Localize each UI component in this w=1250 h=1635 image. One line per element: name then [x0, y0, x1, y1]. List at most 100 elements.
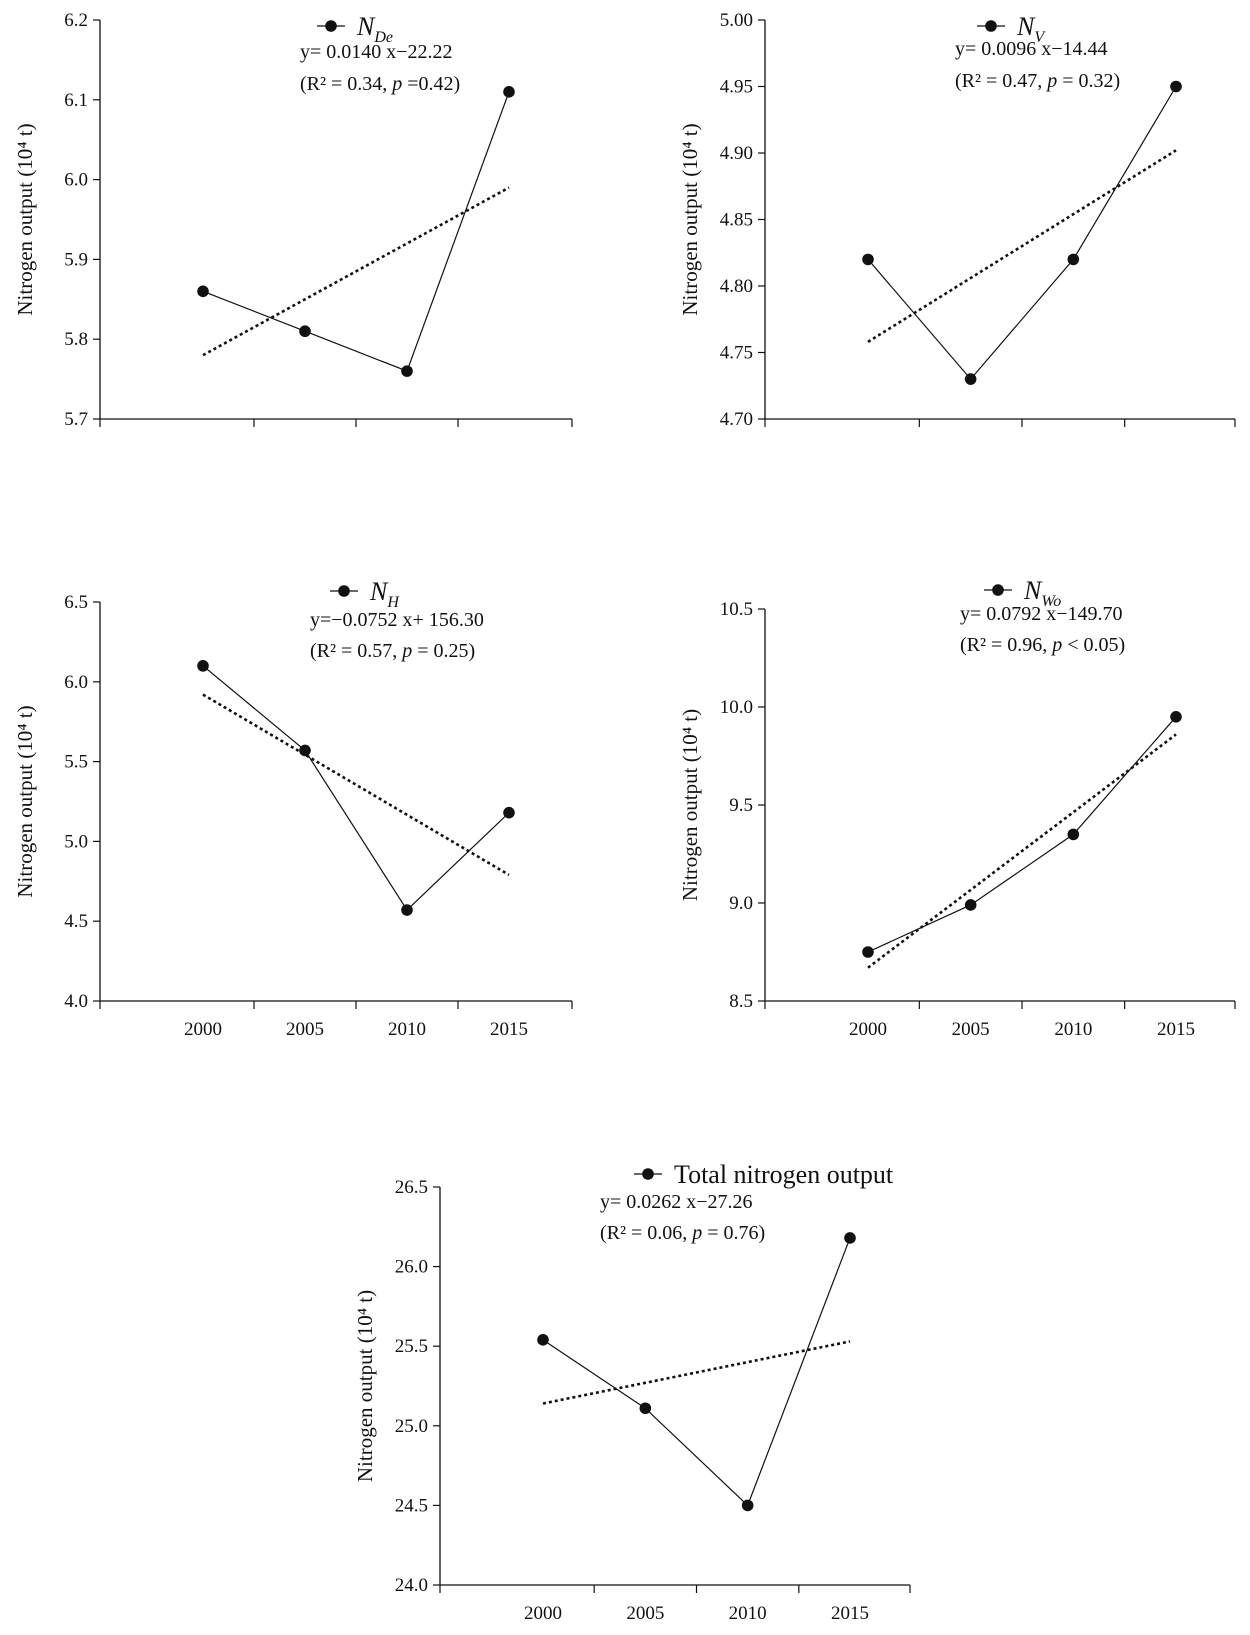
- data-point: [299, 325, 311, 338]
- regression-equation: y= 0.0262 x−27.26: [600, 1191, 753, 1213]
- y-tick-label: 4.85: [720, 210, 753, 231]
- y-tick-label: 4.0: [64, 991, 88, 1012]
- legend-label: NH: [369, 577, 400, 611]
- y-tick-label: 5.00: [720, 10, 753, 31]
- trend-line: [867, 733, 1177, 969]
- y-tick-label: 24.0: [395, 1575, 428, 1596]
- regression-stats: (R² = 0.57, p = 0.25): [310, 640, 475, 662]
- y-tick-label: 5.7: [64, 409, 88, 430]
- y-axis-title: Nitrogen output (10⁴ t): [678, 123, 702, 315]
- trend-line: [202, 693, 510, 877]
- data-point: [197, 660, 209, 672]
- trend-line: [202, 186, 510, 357]
- x-tick-label: 2000: [184, 1019, 222, 1040]
- y-axis-title: Nitrogen output (10⁴ t): [13, 123, 37, 315]
- regression-stats: (R² = 0.06, p = 0.76): [600, 1222, 765, 1244]
- legend-marker: [338, 585, 350, 597]
- y-tick-label: 5.0: [64, 831, 88, 852]
- y-tick-label: 9.0: [729, 893, 753, 914]
- legend-label: Total nitrogen output: [674, 1160, 894, 1189]
- regression-equation: y= 0.0792 x−149.70: [960, 603, 1123, 625]
- series-line: [202, 91, 510, 372]
- x-tick-label: 2010: [729, 1603, 767, 1624]
- y-tick-label: 6.0: [64, 170, 88, 191]
- legend-label: NDe: [356, 12, 393, 46]
- chart-panel-total: 24.0 24.5 25.0 25.5 26.0 26.5 2000 2005 2010 2015…: [353, 1160, 911, 1624]
- legend-label: NWo: [1023, 576, 1061, 610]
- y-tick-label: 6.0: [64, 672, 88, 693]
- y-tick-label: 4.80: [720, 276, 753, 297]
- data-point: [1170, 711, 1182, 723]
- regression-stats: (R² = 0.96, p < 0.05): [960, 634, 1125, 656]
- regression-stats: (R² = 0.34, p =0.42): [300, 73, 460, 95]
- y-axis-title: Nitrogen output (10⁴ t): [13, 705, 37, 897]
- data-point: [741, 1499, 754, 1512]
- data-point: [401, 904, 413, 916]
- trend-line: [867, 149, 1177, 343]
- y-tick-label: 4.90: [720, 143, 753, 164]
- y-tick-label: 5.8: [64, 329, 88, 350]
- y-axis-title: Nitrogen output (10⁴ t): [678, 709, 702, 901]
- y-tick-label: 24.5: [395, 1495, 428, 1516]
- data-point: [503, 86, 515, 98]
- x-tick-label: 2005: [952, 1019, 990, 1040]
- data-point: [964, 373, 977, 385]
- series-line: [202, 665, 510, 911]
- legend-marker: [992, 584, 1004, 596]
- y-tick-label: 10.5: [720, 599, 753, 620]
- chart-panel-nde: 5.7 5.8 5.9 6.0 6.1 6.2 Nitrogen output (10⁴ t…: [13, 10, 573, 430]
- data-point: [862, 253, 874, 266]
- data-point: [844, 1232, 856, 1244]
- data-point: [197, 285, 209, 298]
- x-tick-label: 2015: [490, 1019, 528, 1040]
- y-tick-label: 5.9: [64, 249, 88, 270]
- legend-marker: [985, 20, 997, 32]
- y-tick-label: 25.0: [395, 1416, 428, 1437]
- y-tick-label: 6.1: [64, 90, 88, 111]
- data-point: [1067, 253, 1080, 266]
- y-tick-label: 26.0: [395, 1257, 428, 1278]
- x-tick-label: 2015: [831, 1603, 869, 1624]
- x-tick-label: 2000: [524, 1603, 562, 1624]
- series-line: [867, 716, 1177, 953]
- y-tick-label: 4.75: [720, 343, 753, 364]
- data-point: [862, 946, 874, 958]
- y-tick-label: 25.5: [395, 1336, 428, 1357]
- data-point: [1170, 80, 1182, 93]
- regression-equation: y=−0.0752 x+ 156.30: [310, 609, 484, 631]
- x-tick-label: 2000: [849, 1019, 887, 1040]
- y-tick-label: 5.5: [64, 752, 88, 773]
- regression-equation: y= 0.0096 x−14.44: [955, 38, 1108, 60]
- x-tick-label: 2015: [1157, 1019, 1195, 1040]
- data-point: [401, 365, 413, 377]
- y-tick-label: 6.2: [64, 10, 88, 31]
- y-tick-label: 4.5: [64, 911, 88, 932]
- x-tick-label: 2005: [626, 1603, 664, 1624]
- legend-marker: [642, 1168, 654, 1180]
- y-tick-label: 10.0: [720, 697, 753, 718]
- regression-stats: (R² = 0.47, p = 0.32): [955, 70, 1120, 92]
- x-tick-label: 2010: [1054, 1019, 1092, 1040]
- data-point: [503, 806, 515, 819]
- x-tick-label: 2010: [388, 1019, 426, 1040]
- y-tick-label: 4.70: [720, 409, 753, 430]
- trend-line: [542, 1340, 851, 1405]
- data-point: [537, 1334, 549, 1346]
- data-point: [964, 899, 977, 911]
- y-tick-label: 8.5: [729, 991, 753, 1012]
- regression-equation: y= 0.0140 x−22.22: [300, 41, 453, 63]
- data-point: [1067, 828, 1080, 841]
- data-point: [639, 1402, 652, 1415]
- chart-panel-nwo: 8.5 9.0 9.5 10.0 10.5 2000 2005 2010 2015 Nitroge…: [678, 576, 1236, 1040]
- legend-marker: [325, 20, 337, 32]
- series-line: [867, 86, 1177, 381]
- y-tick-label: 26.5: [395, 1177, 428, 1198]
- x-tick-label: 2005: [286, 1019, 324, 1040]
- y-tick-label: 6.5: [64, 592, 88, 613]
- series-line: [542, 1237, 851, 1507]
- chart-panel-nh: 4.0 4.5 5.0 5.5 6.0 6.5 2000 2005 2010 2015 Nitrog…: [13, 577, 573, 1040]
- y-tick-label: 4.95: [720, 77, 753, 98]
- y-tick-label: 9.5: [729, 795, 753, 816]
- chart-panel-nv: 4.70 4.75 4.80 4.85 4.90 4.95 5.00 Nitrogen out…: [678, 10, 1236, 430]
